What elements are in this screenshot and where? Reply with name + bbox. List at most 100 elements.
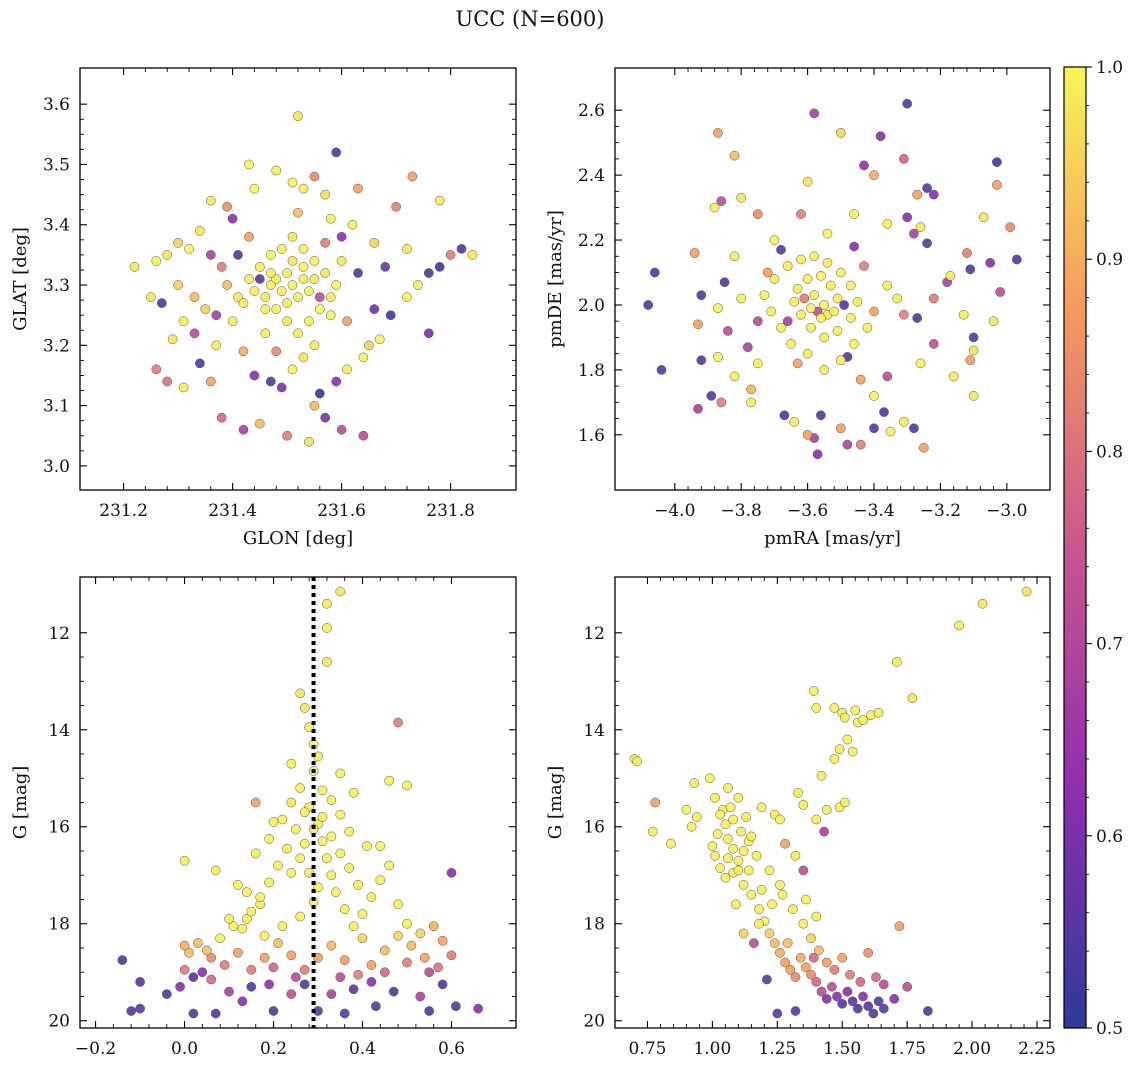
data-point [710, 850, 720, 861]
data-point [821, 994, 832, 1004]
data-point [729, 371, 740, 382]
data-point [428, 921, 439, 932]
data-point [286, 950, 297, 961]
data-point [342, 316, 352, 327]
y-tick-label: 3.0 [43, 457, 70, 477]
data-point [704, 773, 715, 784]
data-point [282, 843, 292, 854]
data-point [835, 267, 846, 278]
data-point [326, 989, 337, 999]
data-point [309, 256, 320, 266]
data-point [326, 940, 337, 951]
data-point [260, 292, 271, 302]
data-point [325, 292, 336, 302]
x-tick-label: 231.6 [317, 501, 366, 521]
data-point [415, 991, 426, 1002]
data-point [188, 1008, 199, 1019]
data-point [244, 231, 254, 242]
data-point [862, 322, 873, 333]
data-point [849, 209, 859, 219]
data-point [710, 792, 720, 803]
data-point [686, 821, 697, 832]
data-point [780, 957, 790, 968]
x-tick-label: −3.4 [853, 501, 894, 521]
data-point [268, 962, 279, 973]
data-point [456, 244, 467, 254]
data-point [434, 262, 445, 272]
data-point [402, 244, 412, 254]
data-point [746, 889, 757, 900]
data-point [764, 865, 775, 876]
data-point [238, 346, 249, 357]
x-tick-label: 1.50 [823, 1039, 861, 1059]
data-point [320, 237, 331, 248]
data-point [762, 974, 772, 985]
data-point [205, 376, 216, 387]
data-point [293, 207, 303, 218]
data-point [793, 787, 803, 798]
data-point [211, 340, 222, 351]
data-point [882, 371, 893, 382]
y-tick-label: 2.6 [578, 101, 605, 121]
data-point [696, 290, 707, 301]
data-point [188, 972, 199, 982]
data-point [769, 274, 780, 284]
data-point [776, 322, 786, 333]
data-point [326, 795, 337, 805]
data-point [366, 960, 377, 970]
data-point [855, 374, 866, 385]
data-point [434, 195, 445, 206]
data-point [222, 280, 232, 290]
data-point [309, 400, 320, 411]
data-point [228, 921, 239, 932]
x-axis-label: pmRA [mas/yr] [764, 528, 901, 549]
panel-pmra-pmde: −4.0 −3.8 −3.6 −3.4 −3.2 −3.0 1.6 1.8 2.0 2.2 2.4 2… [545, 67, 1051, 549]
data-point [227, 213, 238, 224]
y-tick-label: 16 [48, 818, 70, 838]
y-axis-label: G [mag] [10, 766, 31, 839]
data-point [835, 423, 846, 434]
y-tick-label: 20 [48, 1012, 70, 1032]
data-point [271, 165, 282, 176]
data-point [882, 218, 893, 229]
data-point [385, 310, 396, 321]
data-point [445, 250, 456, 260]
data-point [928, 339, 939, 349]
data-point [802, 176, 813, 187]
data-point [353, 880, 363, 890]
data-point [299, 703, 310, 713]
x-tick-label: −3.0 [986, 501, 1027, 521]
data-point [821, 804, 832, 815]
x-tick-label: 2.00 [953, 1039, 991, 1059]
data-point [380, 262, 391, 272]
data-point [348, 787, 359, 798]
data-point [788, 904, 798, 915]
data-point [295, 783, 306, 793]
data-point [304, 722, 314, 733]
data-point [845, 280, 856, 291]
data-point [265, 250, 276, 260]
data-point [878, 1003, 889, 1014]
data-point [829, 703, 840, 713]
data-point [233, 250, 243, 260]
data-point [320, 189, 331, 200]
x-tick-label: −3.6 [787, 501, 828, 521]
y-axis-label: GLAT [deg] [10, 227, 31, 331]
data-point [802, 274, 813, 284]
data-point [135, 977, 145, 987]
data-point [224, 914, 234, 924]
data-point [419, 952, 430, 963]
y-axis-label: G [mag] [545, 766, 566, 839]
data-point [379, 945, 390, 956]
data-point [117, 955, 128, 965]
data-point [811, 814, 822, 825]
data-point [775, 947, 785, 958]
x-tick-label: −3.8 [721, 501, 762, 521]
data-point [816, 986, 827, 997]
data-point [819, 300, 830, 310]
data-point [388, 986, 399, 997]
data-point [696, 355, 707, 366]
data-point [357, 909, 368, 919]
data-point [287, 280, 298, 290]
